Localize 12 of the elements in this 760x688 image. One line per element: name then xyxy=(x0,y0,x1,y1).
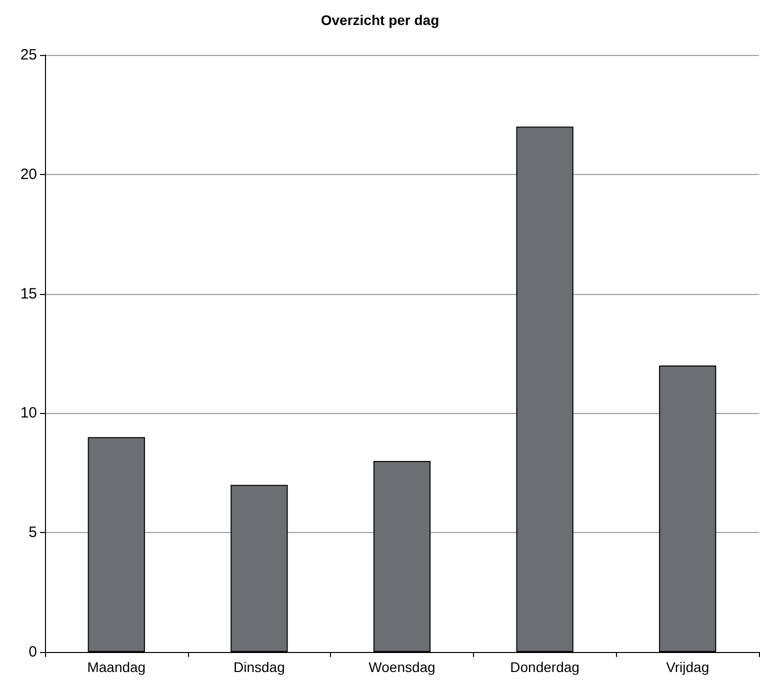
x-tick-label: Donderdag xyxy=(510,659,580,675)
y-tick-label: 15 xyxy=(20,285,37,302)
x-tick-label: Dinsdag xyxy=(234,659,285,675)
y-tick-label: 5 xyxy=(28,524,37,542)
x-tick-label: Vrijdag xyxy=(666,659,710,675)
x-tick-label: Woensdag xyxy=(368,659,436,675)
x-tick-label: Maandag xyxy=(87,659,146,675)
y-tick-label: 20 xyxy=(20,166,37,183)
y-tick-label: 25 xyxy=(20,46,37,64)
y-tick-label: 0 xyxy=(28,644,37,660)
y-tick-label: 10 xyxy=(20,404,37,422)
chart-title: Overzicht per dag xyxy=(320,12,440,28)
